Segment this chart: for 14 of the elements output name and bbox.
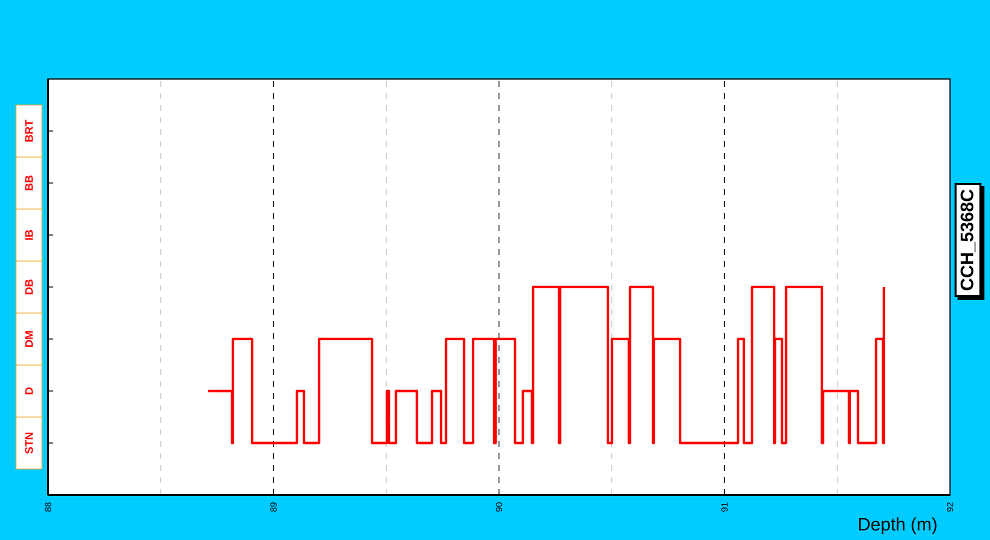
text: D bbox=[25, 387, 33, 394]
x-tick-label: 90 bbox=[496, 502, 502, 512]
text: IB bbox=[25, 230, 33, 240]
text: DB bbox=[25, 280, 33, 294]
chart-title: CCH_5368C bbox=[960, 189, 976, 290]
x-tick-label: 91 bbox=[721, 502, 728, 512]
text: BB bbox=[25, 176, 33, 190]
x-tick-label: 88 bbox=[44, 502, 52, 512]
x-tick-label: 89 bbox=[270, 502, 277, 512]
text: STN bbox=[25, 432, 33, 454]
x-tick-label: 92 bbox=[946, 502, 954, 512]
text: DM bbox=[25, 331, 33, 347]
text: BRT bbox=[25, 120, 33, 142]
x-axis-title: Depth (m) bbox=[859, 517, 936, 534]
